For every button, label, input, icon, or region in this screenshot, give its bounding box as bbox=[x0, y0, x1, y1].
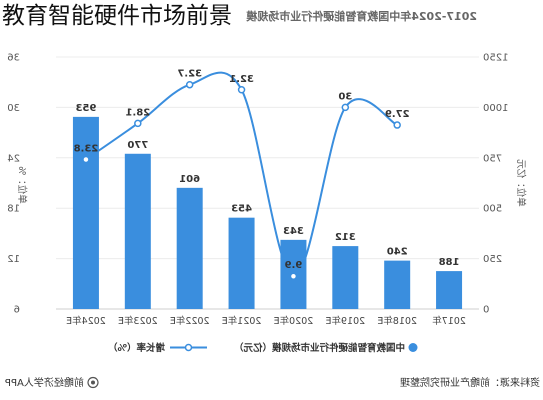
growth-value-label: 27.9 bbox=[385, 109, 410, 120]
growth-value-label: 9.9 bbox=[285, 260, 303, 271]
growth-point bbox=[289, 272, 298, 280]
left-tick-label: 0 bbox=[483, 305, 489, 316]
left-tick-label: 1000 bbox=[483, 103, 508, 114]
growth-value-label: 32.7 bbox=[177, 69, 202, 80]
bar bbox=[124, 153, 151, 309]
bar bbox=[72, 116, 99, 309]
x-tick-label: 2018年E bbox=[377, 315, 417, 327]
growth-point bbox=[134, 119, 142, 128]
x-tick-label: 2022年E bbox=[170, 315, 210, 327]
left-tick-label: 500 bbox=[483, 204, 502, 215]
legend-bar-swatch bbox=[408, 343, 418, 352]
growth-point bbox=[341, 103, 350, 112]
right-tick-label: 6 bbox=[14, 305, 20, 316]
right-axis-unit: 单位：% bbox=[16, 166, 28, 204]
x-tick-label: 2024年E bbox=[66, 315, 106, 327]
growth-point bbox=[393, 121, 401, 129]
growth-value-label: 28.1 bbox=[125, 107, 150, 118]
left-tick-label: 1250 bbox=[483, 53, 508, 64]
x-tick-label: 2020年E bbox=[274, 315, 314, 327]
growth-value-label: 23.8 bbox=[74, 143, 99, 154]
right-tick-label: 18 bbox=[7, 204, 20, 215]
bar bbox=[228, 217, 255, 309]
left-tick-label: 750 bbox=[483, 153, 502, 164]
gridlines bbox=[56, 56, 479, 310]
overlay-title: 教育智能硬件市场前景 bbox=[2, 3, 232, 29]
bar-value-label: 770 bbox=[127, 140, 148, 151]
brand-name: 前瞻经济学人APP bbox=[5, 376, 84, 389]
right-tick-label: 30 bbox=[7, 103, 20, 114]
right-tick-label: 36 bbox=[7, 53, 20, 64]
bar-series bbox=[72, 116, 463, 309]
bar bbox=[176, 187, 203, 309]
bar bbox=[384, 260, 411, 309]
bar-value-label: 312 bbox=[335, 232, 356, 243]
legend-bar-label: 中国教育智能硬件行业市场规模（亿元） bbox=[234, 342, 405, 354]
logo-ring bbox=[87, 376, 99, 389]
bar-value-label: 188 bbox=[439, 257, 460, 268]
bar-value-label: 601 bbox=[179, 174, 200, 185]
qianzhan-logo-icon bbox=[87, 376, 99, 389]
left-tick-label: 250 bbox=[483, 254, 502, 265]
bar-value-label: 953 bbox=[75, 103, 96, 114]
footer: 资料来源：前瞻产业研究院整理 前瞻经济学人APP bbox=[5, 376, 540, 389]
bar-value-label: 343 bbox=[283, 226, 304, 237]
right-axis-ticks: 6 12 18 24 30 36 bbox=[7, 53, 20, 316]
mirrored-chart: 2017-2024年中国教育智能硬件行业市场规模 0 250 500 750 1000 1… bbox=[5, 9, 540, 389]
bar bbox=[332, 246, 359, 309]
source-note: 资料来源：前瞻产业研究院整理 bbox=[400, 376, 540, 389]
x-tick-label: 2017年 bbox=[432, 315, 466, 327]
growth-point bbox=[185, 80, 194, 89]
chart-title: 2017-2024年中国教育智能硬件行业市场规模 bbox=[245, 9, 477, 23]
bar-value-label: 240 bbox=[387, 247, 408, 258]
legend-line-marker bbox=[184, 343, 193, 352]
growth-value-label: 30 bbox=[338, 91, 352, 102]
legend: 中国教育智能硬件行业市场规模（亿元） 增长率（%） bbox=[108, 342, 418, 354]
x-axis-labels: 2017年 2018年E 2019年E 2020年E 2021年E 2022年E 2023年… bbox=[66, 315, 466, 327]
bar bbox=[436, 271, 463, 309]
x-tick-label: 2019年E bbox=[325, 315, 365, 327]
right-tick-label: 12 bbox=[7, 254, 20, 265]
x-tick-label: 2023年E bbox=[118, 315, 158, 327]
line-value-labels: 27.9 30 9.9 32.1 32.7 28.1 23.8 bbox=[74, 69, 410, 272]
growth-value-label: 32.1 bbox=[229, 74, 254, 85]
line-series bbox=[82, 71, 401, 280]
right-tick-label: 24 bbox=[7, 153, 20, 164]
left-axis-unit: 单位：亿元 bbox=[515, 159, 527, 207]
legend-line-label: 增长率（%） bbox=[108, 342, 165, 354]
growth-point bbox=[82, 155, 90, 164]
left-axis-ticks: 0 250 500 750 1000 1250 bbox=[483, 53, 508, 316]
x-tick-label: 2021年E bbox=[222, 315, 262, 327]
bar-value-label: 453 bbox=[231, 204, 252, 215]
bar-value-labels: 188 240 312 343 453 601 770 953 bbox=[75, 103, 459, 268]
logo-core bbox=[91, 380, 95, 385]
growth-point bbox=[237, 86, 246, 94]
